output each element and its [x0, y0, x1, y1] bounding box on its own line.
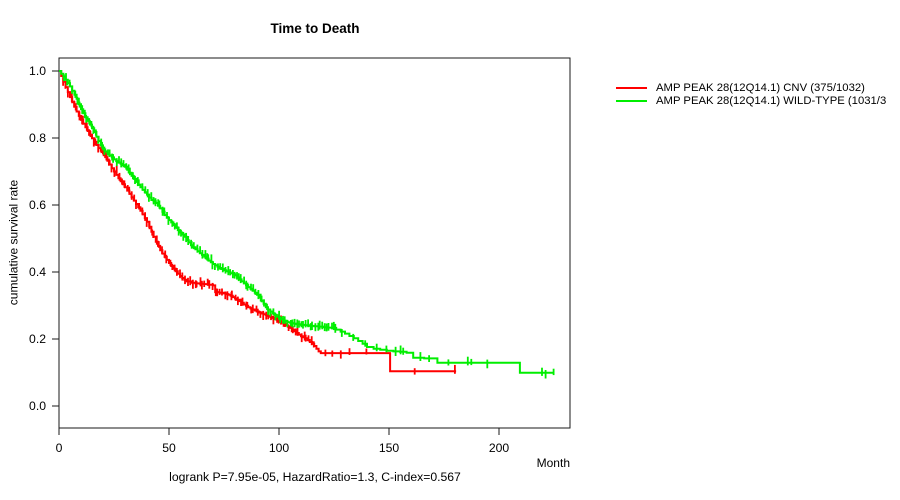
- legend-line-wildtype-icon: [616, 100, 647, 103]
- y-tick-label: 0.0: [29, 398, 46, 413]
- legend-item-wildtype: AMP PEAK 28(12Q14.1) WILD-TYPE (1031/3: [616, 95, 886, 109]
- x-tick-label: 50: [162, 441, 176, 455]
- survival-curve-wildtype: [59, 70, 554, 374]
- legend-line-cnv-icon: [616, 86, 647, 89]
- y-tick-label: 0.4: [29, 264, 46, 279]
- chart-title: Time to Death: [270, 21, 360, 36]
- y-tick-label: 0.6: [29, 197, 46, 212]
- x-tick-label: 100: [268, 441, 290, 455]
- legend: AMP PEAK 28(12Q14.1) CNV (375/1032) AMP …: [616, 81, 886, 108]
- censor-marks-wildtype: [63, 73, 555, 379]
- x-tick-label: 0: [55, 441, 63, 455]
- x-tick-label: 150: [378, 441, 400, 455]
- y-tick-label: 1.0: [29, 63, 46, 78]
- legend-item-cnv: AMP PEAK 28(12Q14.1) CNV (375/1032): [616, 81, 886, 95]
- plot-box: [58, 57, 571, 429]
- y-tick-label: 0.2: [29, 331, 46, 346]
- survival-curve-cnv: [59, 70, 457, 373]
- legend-label-cnv: AMP PEAK 28(12Q14.1) CNV (375/1032): [656, 81, 865, 94]
- censor-marks-cnv: [62, 77, 456, 375]
- x-axis-label: Month: [536, 456, 570, 470]
- stats-caption: logrank P=7.95e-05, HazardRatio=1.3, C-i…: [169, 470, 461, 484]
- legend-label-wildtype: AMP PEAK 28(12Q14.1) WILD-TYPE (1031/3: [656, 95, 887, 108]
- x-tick-label: 200: [488, 441, 510, 455]
- y-tick-label: 0.8: [29, 130, 46, 145]
